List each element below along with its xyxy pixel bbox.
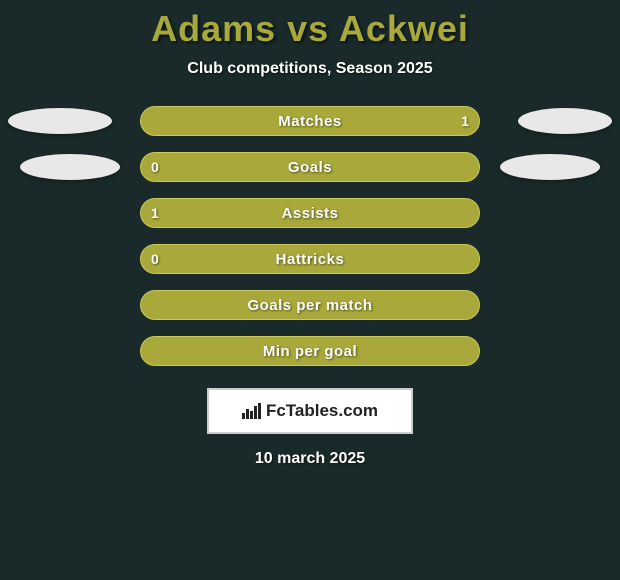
player-left-ellipse <box>8 108 112 134</box>
stat-row: 0 Goals <box>0 152 620 182</box>
stat-bar: Goals per match <box>140 290 480 320</box>
stat-value-left: 1 <box>151 205 159 221</box>
stat-label: Min per goal <box>263 343 357 360</box>
stat-label: Hattricks <box>276 251 345 268</box>
logo-text: FcTables.com <box>266 401 378 421</box>
stat-bar: 0 Goals <box>140 152 480 182</box>
stat-bar: 1 Assists <box>140 198 480 228</box>
page-title: Adams vs Ackwei <box>151 8 469 50</box>
stat-label: Assists <box>282 205 339 222</box>
page-subtitle: Club competitions, Season 2025 <box>187 60 432 78</box>
stat-row: Matches 1 <box>0 106 620 136</box>
player-right-ellipse <box>518 108 612 134</box>
stat-label: Matches <box>278 113 342 130</box>
stat-value-left: 0 <box>151 251 159 267</box>
stat-value-right: 1 <box>461 113 469 129</box>
player-left-ellipse <box>20 154 120 180</box>
stats-area: Matches 1 0 Goals 1 Assists 0 Hattricks Goals pe… <box>0 106 620 382</box>
stat-row: 1 Assists <box>0 198 620 228</box>
player-right-ellipse <box>500 154 600 180</box>
stat-label: Goals per match <box>247 297 372 314</box>
bar-chart-icon <box>242 403 262 419</box>
logo-box: FcTables.com <box>207 388 413 434</box>
stat-row: Min per goal <box>0 336 620 366</box>
stat-row: 0 Hattricks <box>0 244 620 274</box>
stat-row: Goals per match <box>0 290 620 320</box>
stat-bar: Min per goal <box>140 336 480 366</box>
infographic-container: Adams vs Ackwei Club competitions, Seaso… <box>0 0 620 580</box>
stat-bar: Matches 1 <box>140 106 480 136</box>
date-text: 10 march 2025 <box>255 450 365 468</box>
logo: FcTables.com <box>242 401 378 421</box>
stat-label: Goals <box>288 159 332 176</box>
stat-bar: 0 Hattricks <box>140 244 480 274</box>
stat-value-left: 0 <box>151 159 159 175</box>
